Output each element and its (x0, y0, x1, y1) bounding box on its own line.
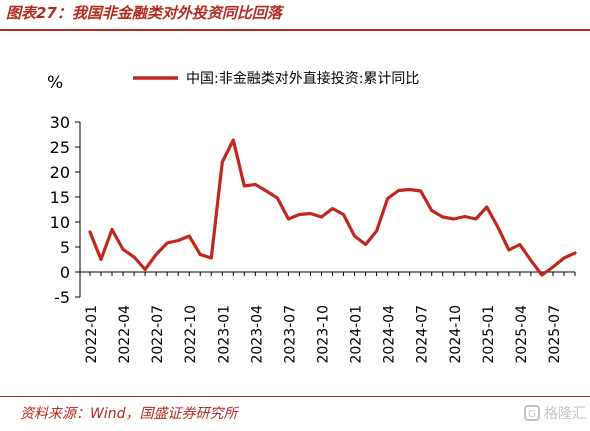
data-point (430, 209, 433, 212)
x-tick-label: 2024-10 (448, 305, 464, 364)
y-tick-label: 15 (50, 188, 70, 207)
data-point (287, 217, 290, 221)
data-point (419, 189, 422, 193)
data-point (507, 248, 511, 252)
footer-rule (0, 396, 590, 397)
y-tick-label: 30 (50, 113, 70, 132)
data-point (386, 197, 389, 200)
data-point (199, 253, 202, 256)
data-point (243, 184, 246, 188)
legend: 中国:非金融类对外直接投资:累计同比 (133, 70, 419, 87)
y-tick-label: -5 (54, 288, 70, 307)
source-note: 资料来源：Wind，国盛证券研究所 (20, 406, 238, 422)
data-point (265, 189, 268, 193)
data-point (540, 273, 544, 277)
data-point (110, 228, 114, 231)
x-tick-label: 2023-01 (216, 305, 232, 364)
y-tick-label: 20 (50, 163, 70, 182)
data-point (88, 230, 92, 234)
x-tick-label: 2025-01 (481, 305, 497, 364)
x-tick-label: 2025-04 (514, 305, 530, 364)
data-point (474, 217, 477, 221)
watermark-logo-icon: G (524, 405, 540, 421)
data-point (518, 243, 522, 246)
watermark-text: 格隆汇 (544, 406, 586, 422)
data-point (121, 248, 125, 251)
data-point (342, 213, 345, 216)
data-point (551, 265, 555, 269)
figure-title: 图表27：我国非金融类对外投资同比回落 (6, 4, 282, 22)
data-point (221, 160, 224, 164)
series-points (88, 138, 577, 277)
data-point (573, 251, 577, 255)
y-tick-label: 25 (50, 138, 70, 157)
data-point (276, 196, 279, 200)
y-axis-ticks: -5 0 5 10 15 20 25 30 (50, 113, 80, 307)
x-tick-label: 2022-07 (150, 305, 166, 364)
x-tick-label: 2023-10 (315, 305, 331, 364)
y-unit-label: % (47, 73, 63, 93)
data-point (485, 205, 488, 209)
data-point (375, 229, 378, 233)
y-tick-label: 0 (60, 263, 70, 282)
axes (79, 122, 575, 297)
data-point (298, 213, 301, 216)
data-point (166, 241, 169, 245)
data-point (408, 188, 411, 191)
x-tick-label: 2024-04 (382, 305, 398, 364)
data-point (210, 256, 213, 260)
data-point (353, 234, 356, 238)
y-tick-label: 5 (60, 238, 70, 257)
data-point (320, 215, 323, 219)
data-point (154, 253, 158, 256)
data-point (309, 212, 312, 215)
x-tick-label: 2023-07 (282, 305, 298, 364)
x-axis-ticks: 2022-01 2022-04 2022-07 2022-10 2023-01 2023-… (84, 272, 576, 364)
data-point (364, 243, 367, 246)
y-tick-label: 10 (50, 213, 70, 232)
legend-label: 中国:非金融类对外直接投资:累计同比 (186, 70, 419, 87)
x-tick-label: 2025-07 (547, 305, 563, 364)
data-point (254, 183, 257, 186)
x-tick-label: 2022-01 (84, 305, 100, 364)
data-point (177, 239, 180, 242)
data-point (132, 255, 136, 259)
data-point (496, 225, 499, 229)
data-point (99, 258, 103, 261)
data-point (441, 215, 444, 219)
x-tick-label: 2024-07 (415, 305, 431, 364)
title-rule (0, 29, 590, 31)
data-point (562, 256, 566, 260)
data-point (331, 207, 334, 210)
data-point (188, 234, 191, 238)
x-tick-label: 2023-04 (249, 305, 265, 364)
data-point (143, 268, 147, 271)
data-point (232, 138, 235, 142)
x-tick-label: 2024-01 (349, 305, 365, 364)
data-point (397, 189, 400, 192)
watermark: G 格隆汇 (524, 403, 586, 423)
data-point (452, 217, 455, 221)
data-point (463, 215, 466, 218)
x-tick-label: 2022-04 (117, 305, 133, 364)
data-point (529, 259, 533, 262)
x-tick-label: 2022-10 (183, 305, 199, 364)
